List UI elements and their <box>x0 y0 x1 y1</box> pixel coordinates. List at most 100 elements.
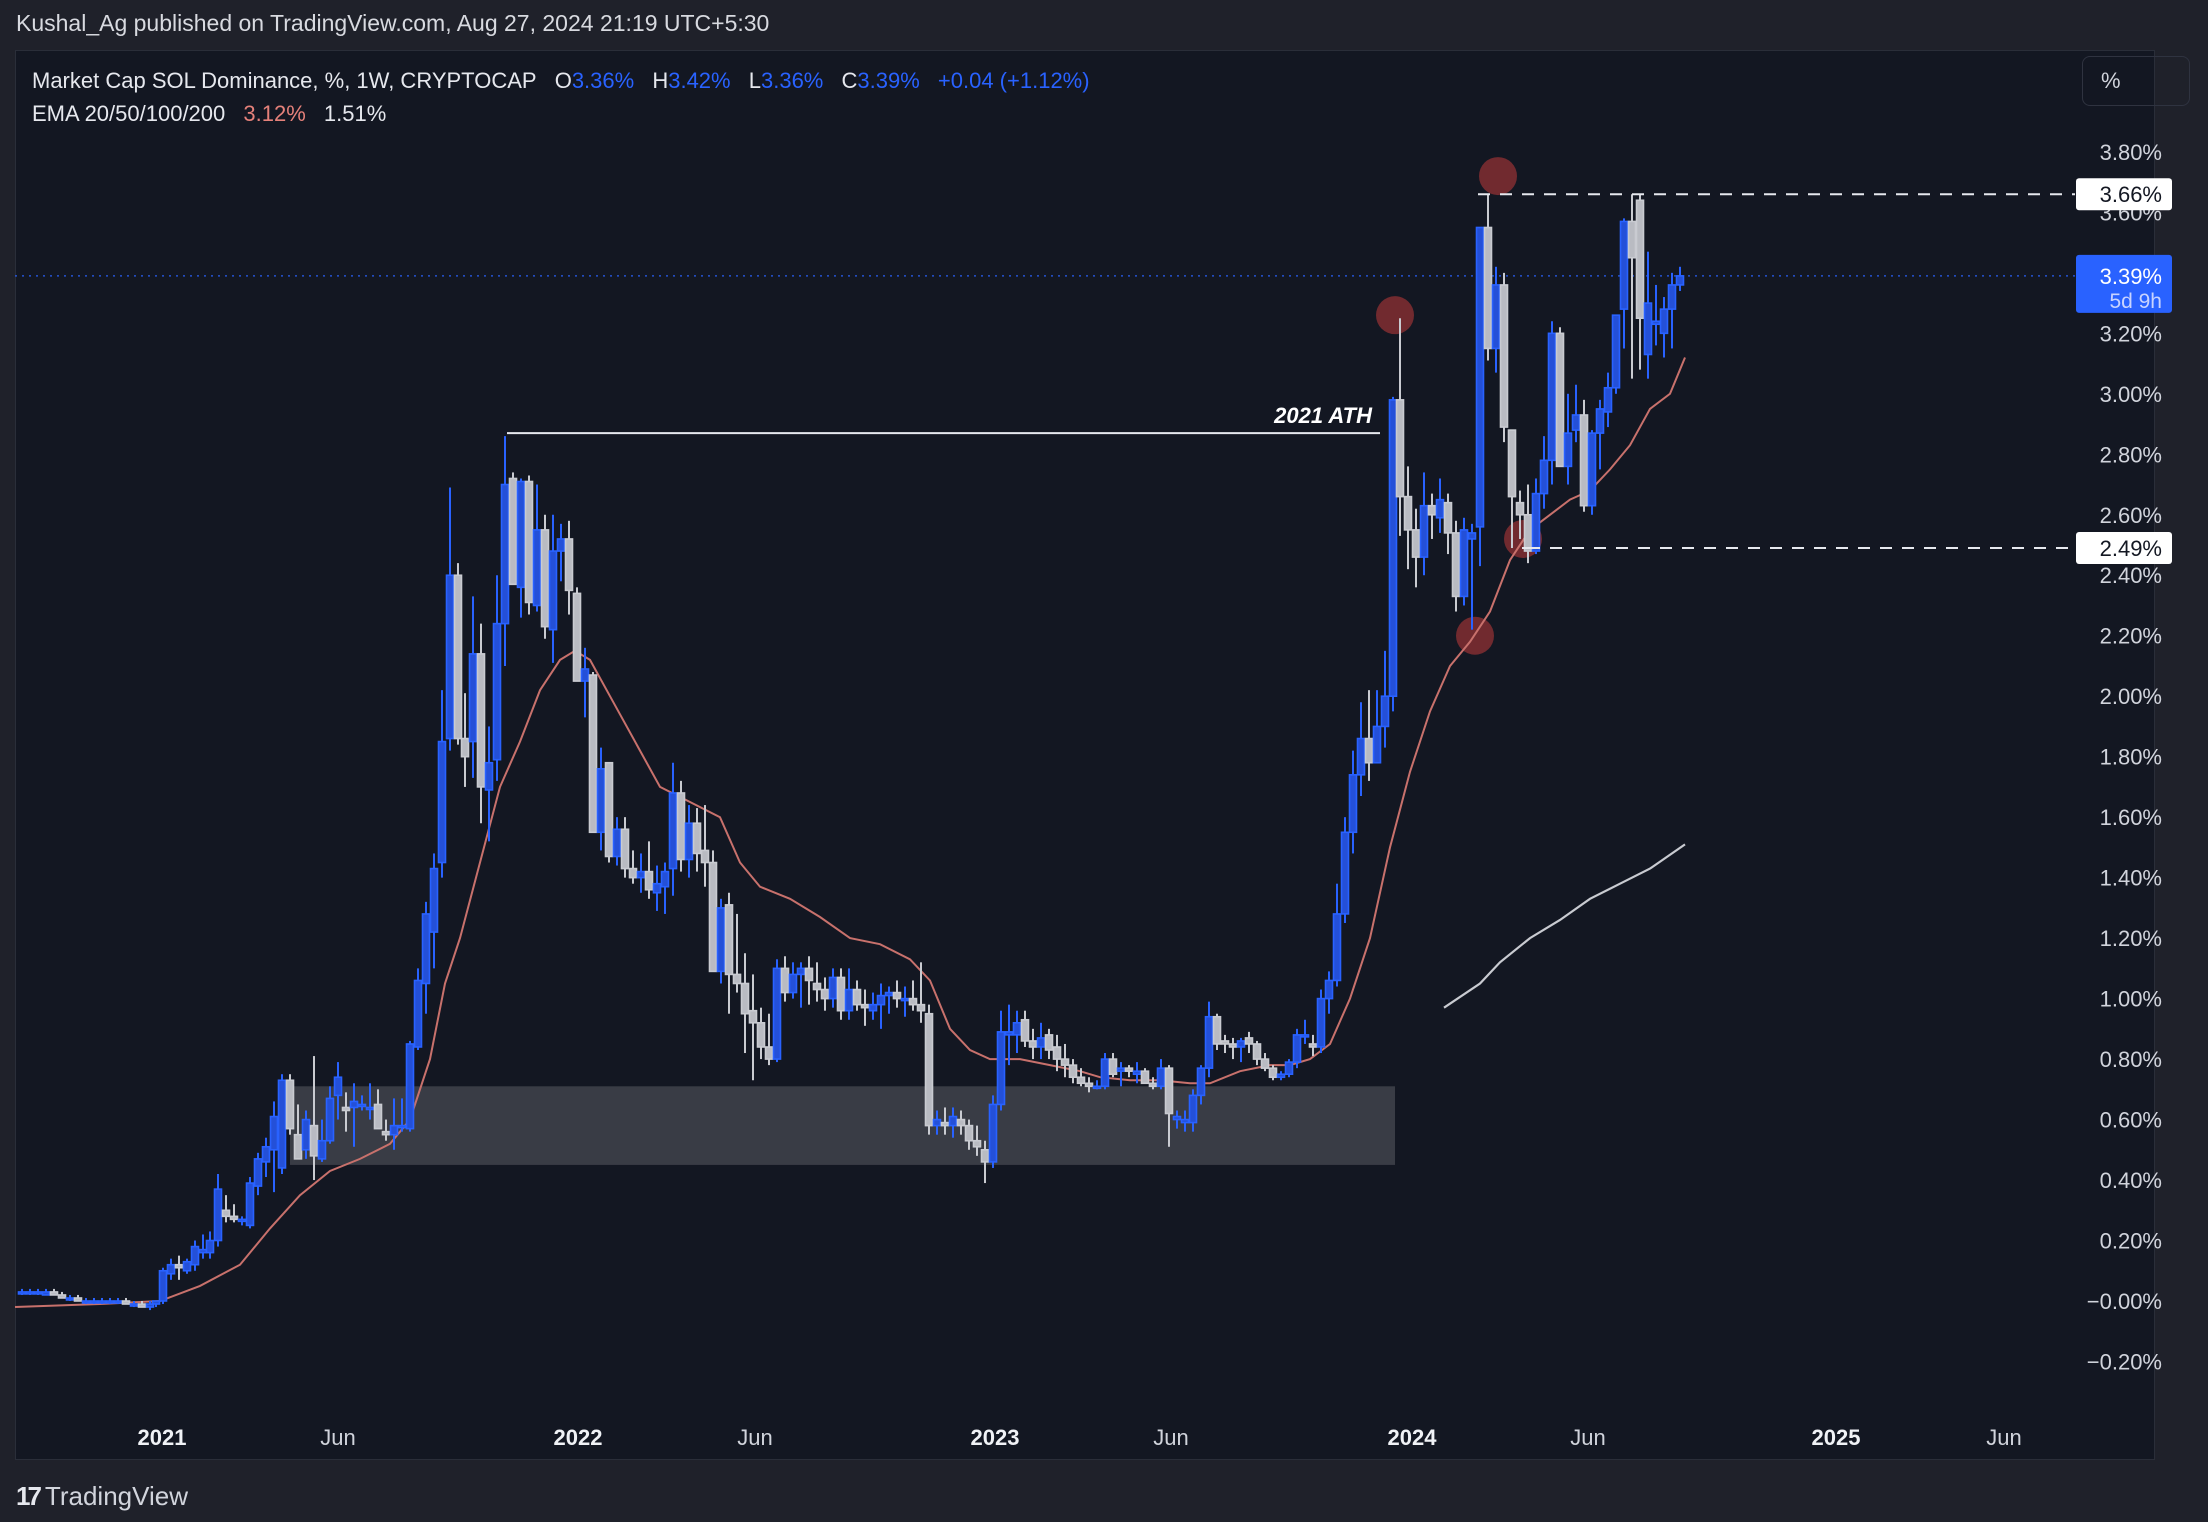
candle-body[interactable] <box>325 1097 335 1142</box>
candle-body[interactable] <box>221 1209 231 1218</box>
candle-body[interactable] <box>476 653 486 788</box>
candle-body[interactable] <box>1116 1067 1126 1072</box>
candle-body[interactable] <box>1595 408 1605 434</box>
candle-body[interactable] <box>580 668 590 682</box>
candle-body[interactable] <box>852 988 862 1006</box>
candle-body[interactable] <box>158 1269 168 1302</box>
candle-body[interactable] <box>105 1300 115 1304</box>
candle-body[interactable] <box>1204 1015 1214 1069</box>
candle-body[interactable] <box>780 967 790 994</box>
candle-body[interactable] <box>1547 332 1557 462</box>
candle-body[interactable] <box>572 592 582 682</box>
candle-body[interactable] <box>1611 314 1621 389</box>
candle-body[interactable] <box>996 1031 1006 1106</box>
candle-body[interactable] <box>468 653 478 743</box>
candle-body[interactable] <box>237 1218 247 1223</box>
candle-body[interactable] <box>1451 532 1461 598</box>
candle-body[interactable] <box>1388 399 1398 697</box>
candle-body[interactable] <box>1156 1067 1166 1088</box>
highlight-circle[interactable] <box>1479 157 1517 196</box>
candle-body[interactable] <box>81 1300 91 1304</box>
candle-body[interactable] <box>1076 1076 1086 1085</box>
candle-body[interactable] <box>1523 513 1533 552</box>
candle-body[interactable] <box>516 480 526 589</box>
candle-body[interactable] <box>317 1139 327 1160</box>
candle-body[interactable] <box>1292 1034 1302 1063</box>
candle-body[interactable] <box>381 1130 391 1136</box>
candle-body[interactable] <box>1459 529 1469 598</box>
candle-body[interactable] <box>198 1248 208 1254</box>
candle-body[interactable] <box>389 1124 399 1136</box>
candle-body[interactable] <box>628 867 638 879</box>
candle-body[interactable] <box>884 991 894 997</box>
candle-body[interactable] <box>97 1300 107 1304</box>
candle-body[interactable] <box>333 1076 343 1097</box>
candle-body[interactable] <box>1419 504 1429 558</box>
candle-body[interactable] <box>1228 1043 1238 1048</box>
candle-body[interactable] <box>1268 1067 1278 1079</box>
resistance-price-label-box[interactable] <box>2076 178 2172 211</box>
candle-body[interactable] <box>229 1215 239 1221</box>
candle-body[interactable] <box>25 1291 35 1295</box>
candle-body[interactable] <box>708 861 718 973</box>
candle-body[interactable] <box>588 674 598 834</box>
candle-body[interactable] <box>445 574 455 740</box>
percent-scale-button[interactable]: % <box>2082 56 2190 106</box>
candle-body[interactable] <box>1316 997 1326 1048</box>
candle-body[interactable] <box>1260 1058 1270 1069</box>
candle-body[interactable] <box>65 1297 75 1301</box>
candle-body[interactable] <box>1060 1058 1070 1066</box>
candle-body[interactable] <box>1348 774 1358 834</box>
candle-body[interactable] <box>166 1263 176 1275</box>
candle-body[interactable] <box>73 1297 83 1302</box>
candle-body[interactable] <box>293 1133 303 1160</box>
candle-body[interactable] <box>453 574 463 740</box>
candle-body[interactable] <box>1395 399 1405 498</box>
candle-body[interactable] <box>1675 275 1685 286</box>
candle-body[interactable] <box>1539 459 1549 495</box>
candle-body[interactable] <box>1020 1018 1030 1042</box>
candle-body[interactable] <box>1403 495 1413 531</box>
candle-body[interactable] <box>269 1115 279 1151</box>
candle-body[interactable] <box>437 740 447 864</box>
candle-body[interactable] <box>253 1158 263 1187</box>
candle-body[interactable] <box>876 994 886 1006</box>
candle-body[interactable] <box>964 1124 974 1142</box>
candle-body[interactable] <box>924 1012 934 1127</box>
candle-body[interactable] <box>1443 501 1453 534</box>
candle-body[interactable] <box>508 477 518 586</box>
candle-body[interactable] <box>1499 284 1509 428</box>
candle-body[interactable] <box>1475 226 1485 528</box>
candle-body[interactable] <box>1004 1031 1014 1036</box>
candle-body[interactable] <box>1467 532 1477 540</box>
candle-body[interactable] <box>1132 1070 1142 1076</box>
candle-body[interactable] <box>1180 1118 1190 1124</box>
candle-body[interactable] <box>1236 1040 1246 1048</box>
candle-body[interactable] <box>916 1003 926 1012</box>
candle-body[interactable] <box>948 1115 958 1127</box>
legend-ema-label[interactable]: EMA 20/50/100/200 <box>32 101 226 126</box>
candle-body[interactable] <box>1555 332 1565 468</box>
candle-body[interactable] <box>429 867 439 933</box>
candle-body[interactable] <box>1579 414 1589 507</box>
candle-body[interactable] <box>724 904 734 976</box>
candle-body[interactable] <box>988 1103 998 1163</box>
candle-body[interactable] <box>820 988 830 1000</box>
support-zone-rectangle[interactable] <box>290 1086 1395 1165</box>
candle-body[interactable] <box>49 1291 59 1296</box>
candle-body[interactable] <box>636 870 646 879</box>
candle-body[interactable] <box>772 967 782 1060</box>
candle-body[interactable] <box>1643 302 1653 356</box>
candle-body[interactable] <box>1148 1082 1158 1088</box>
chart-pane[interactable] <box>15 50 2155 1460</box>
candle-body[interactable] <box>309 1124 319 1157</box>
candle-body[interactable] <box>500 483 510 625</box>
candle-body[interactable] <box>860 1003 870 1009</box>
candle-body[interactable] <box>1276 1073 1286 1079</box>
candle-body[interactable] <box>1124 1067 1134 1072</box>
candle-body[interactable] <box>1667 284 1677 310</box>
candle-body[interactable] <box>1324 979 1334 1000</box>
candle-body[interactable] <box>1188 1094 1198 1124</box>
candle-body[interactable] <box>716 907 726 973</box>
